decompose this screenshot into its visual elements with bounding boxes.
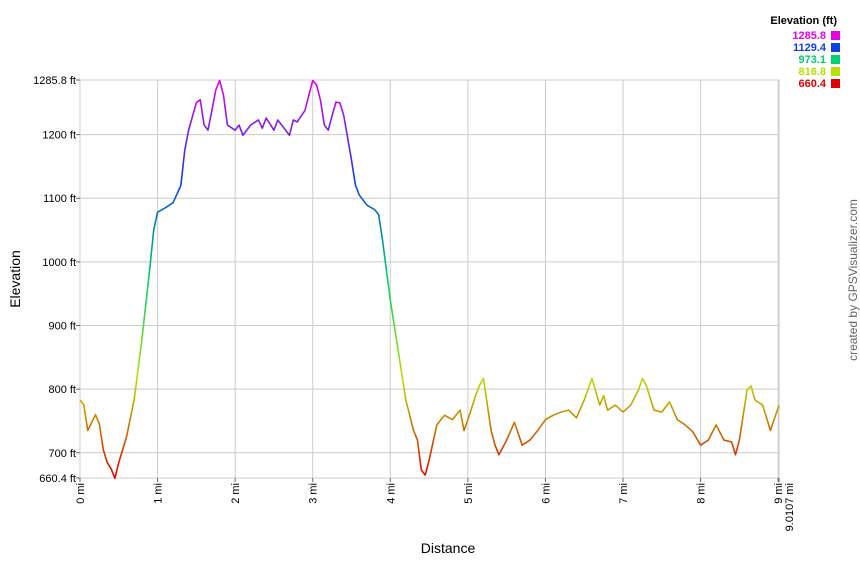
y-axis-label: Elevation [7,250,23,308]
x-tick-label: 9 mi [773,483,785,504]
y-tick-label: 1100 ft [43,193,76,205]
credit: created by GPSVisualizer.com [846,199,860,361]
plot-frame [79,79,780,479]
x-tick-label: 1 mi [153,483,165,504]
x-tick-label: 6 mi [540,483,552,504]
legend-label: 660.4 [798,78,826,90]
x-tick-label: 2 mi [230,483,242,504]
x-tick-label: 4 mi [385,483,397,504]
legend-swatch [831,79,840,88]
legend-swatch [831,55,840,64]
y-tick-label: 1285.8 ft [33,75,76,87]
y-tick-label: 800 ft [48,384,76,396]
y-tick-label: 700 ft [48,448,76,460]
legend-label: 973.1 [798,54,826,66]
legend-title: Elevation (ft) [770,15,837,27]
legend-swatch [831,31,840,40]
x-tick-label: 8 mi [696,483,708,504]
x-tick-label: 3 mi [308,483,320,504]
legend-label: 1285.8 [792,30,826,42]
y-tick-label: 900 ft [48,321,76,333]
legend-swatch [831,43,840,52]
elevation-line [79,79,780,480]
y-tick-label: 1000 ft [42,257,76,269]
x-tick-label: 7 mi [618,483,630,504]
legend-label: 1129.4 [793,42,827,54]
x-tick-label: 9.0107 mi [784,483,796,531]
legend-label: 816.8 [798,66,826,78]
y-tick-label: 1200 ft [42,130,76,142]
legend-swatch [831,67,840,76]
y-tick-label: 660.4 ft [39,473,76,485]
x-axis-label: Distance [421,540,476,556]
x-tick-label: 0 mi [75,483,87,504]
x-tick-label: 5 mi [463,483,475,504]
